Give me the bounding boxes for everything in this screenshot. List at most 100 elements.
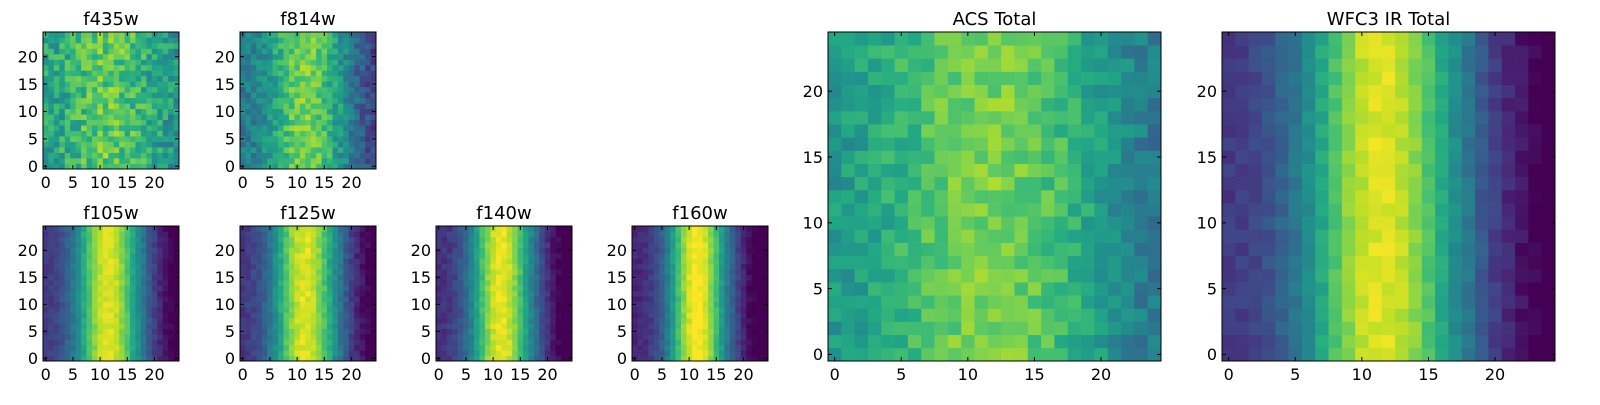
heatmap-cell <box>59 65 65 71</box>
heatmap-cell <box>135 345 141 351</box>
heatmap-cell <box>1369 177 1383 191</box>
heatmap-cell <box>284 32 290 38</box>
heatmap-cell <box>354 136 360 142</box>
heatmap-cell <box>1081 124 1095 138</box>
heatmap-cell <box>294 323 300 329</box>
heatmap-cell <box>961 177 975 191</box>
heatmap-cell <box>338 103 344 109</box>
heatmap-cell <box>1249 243 1263 257</box>
heatmap-cell <box>300 131 306 137</box>
heatmap-cell <box>125 81 131 87</box>
heatmap-cell <box>141 345 147 351</box>
y-tick-label: 5 <box>617 322 627 341</box>
heatmap-cell <box>168 285 174 291</box>
heatmap-cell <box>119 329 125 335</box>
heatmap-cell <box>289 142 295 148</box>
heatmap-cell <box>108 275 114 281</box>
heatmap-cell <box>561 339 567 345</box>
heatmap-cell <box>152 323 158 329</box>
heatmap-cell <box>305 231 311 237</box>
heatmap-cell <box>567 285 573 291</box>
heatmap-cell <box>724 285 730 291</box>
heatmap-cell <box>59 350 65 356</box>
heatmap-cell <box>855 177 869 191</box>
heatmap-cell <box>714 345 720 351</box>
heatmap-cell <box>48 302 54 308</box>
y-tick-label: 0 <box>225 157 235 176</box>
heatmap-cell <box>168 87 174 93</box>
heatmap-cell <box>354 43 360 49</box>
heatmap-cell <box>1028 203 1042 217</box>
heatmap-cell <box>284 264 290 270</box>
heatmap-cell <box>665 339 671 345</box>
heatmap-cell <box>311 242 317 248</box>
heatmap-cell <box>828 269 842 283</box>
heatmap-cell <box>311 323 317 329</box>
heatmap-cell <box>1068 71 1082 85</box>
heatmap-cell <box>746 231 752 237</box>
heatmap-cell <box>322 147 328 153</box>
heatmap-cell <box>87 164 93 170</box>
heatmap-cell <box>1108 58 1122 72</box>
heatmap-cell <box>648 334 654 340</box>
heatmap-cell <box>332 345 338 351</box>
heatmap-cell <box>654 280 660 286</box>
heatmap-cell <box>322 253 328 259</box>
heatmap-cell <box>278 226 284 232</box>
heatmap-cell <box>1014 243 1028 257</box>
heatmap-cell <box>146 98 152 104</box>
heatmap-cell <box>935 243 949 257</box>
heatmap-cell <box>490 345 496 351</box>
heatmap-cell <box>278 87 284 93</box>
heatmap-cell <box>719 334 725 340</box>
heatmap-cell <box>76 125 82 131</box>
heatmap-cell <box>343 285 349 291</box>
heatmap-cell <box>724 318 730 324</box>
heatmap-cell <box>163 350 169 356</box>
heatmap-cell <box>480 302 486 308</box>
heatmap-cell <box>539 323 545 329</box>
heatmap-cell <box>311 158 317 164</box>
heatmap-cell <box>81 339 87 345</box>
heatmap-cell <box>1081 282 1095 296</box>
heatmap-cell <box>338 65 344 71</box>
heatmap-cell <box>174 158 180 164</box>
heatmap-cell <box>670 285 676 291</box>
heatmap-cell <box>141 76 147 82</box>
heatmap-cell <box>681 302 687 308</box>
heatmap-cell <box>114 125 120 131</box>
heatmap-cell <box>267 237 273 243</box>
heatmap-cell <box>125 253 131 259</box>
heatmap-cell <box>654 296 660 302</box>
heatmap-cell <box>828 45 842 59</box>
heatmap-cell <box>501 237 507 243</box>
heatmap-cell <box>267 339 273 345</box>
heatmap-cell <box>300 334 306 340</box>
heatmap-cell <box>496 334 502 340</box>
heatmap-cell <box>1014 58 1028 72</box>
heatmap-cell <box>1315 150 1329 164</box>
heatmap-cell <box>1275 282 1289 296</box>
heatmap-cell <box>908 203 922 217</box>
heatmap-cell <box>92 226 98 232</box>
heatmap-cell <box>278 65 284 71</box>
heatmap-cell <box>92 302 98 308</box>
heatmap-cell <box>1121 322 1135 336</box>
heatmap-cell <box>267 296 273 302</box>
heatmap-cell <box>87 153 93 159</box>
heatmap-cell <box>108 312 114 318</box>
heatmap-cell <box>841 295 855 309</box>
heatmap-cell <box>273 81 279 87</box>
heatmap-cell <box>332 269 338 275</box>
heatmap-cell <box>757 242 763 248</box>
heatmap-cell <box>48 98 54 104</box>
heatmap-cell <box>327 356 333 362</box>
heatmap-cell <box>686 296 692 302</box>
heatmap-cell <box>752 339 758 345</box>
heatmap-cell <box>273 164 279 170</box>
heatmap-cell <box>119 275 125 281</box>
heatmap-cell <box>59 103 65 109</box>
heatmap-cell <box>300 87 306 93</box>
heatmap-cell <box>935 256 949 270</box>
